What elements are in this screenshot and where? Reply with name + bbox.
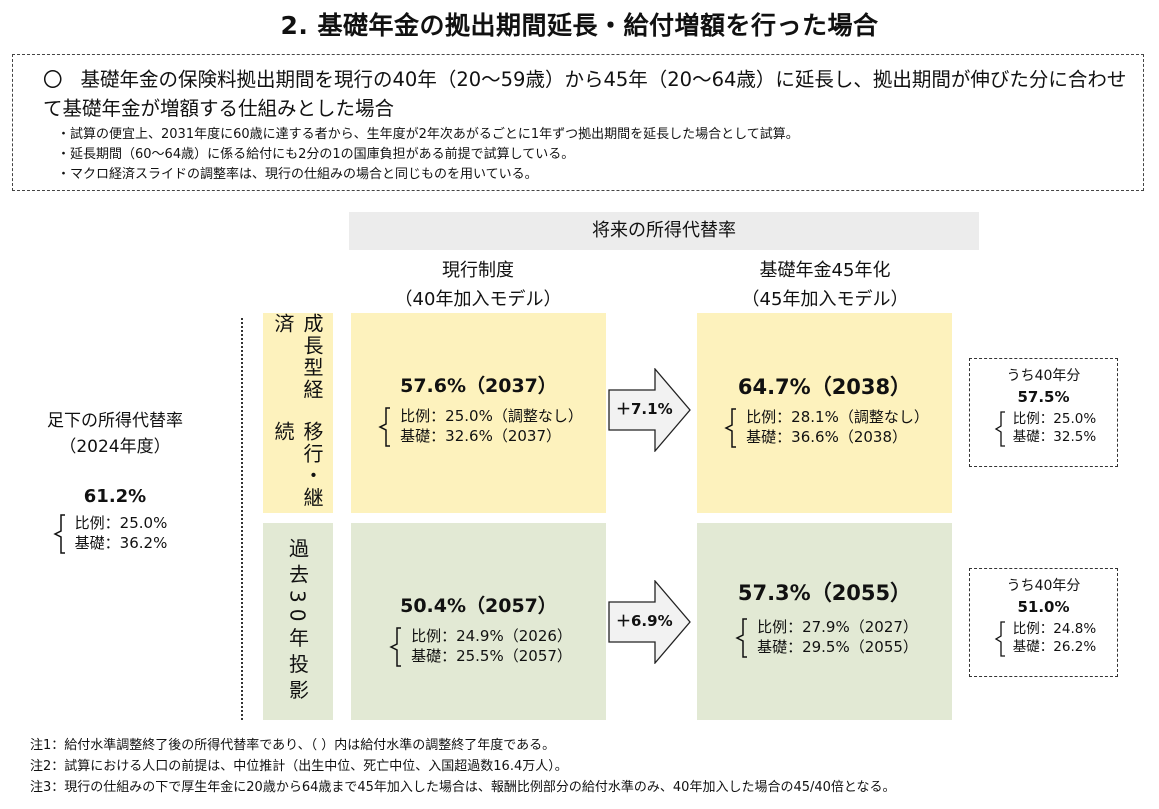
rate-value: 64.7%（2038） xyxy=(737,375,912,399)
note: 注3：現行の仕組みの下で厚生年金に20歳から64歳まで45年加入した場合は、報酬… xyxy=(30,780,896,795)
row2-of-40-years: うち40年分 51.0% 比例：24.8% 基礎：26.2% xyxy=(969,568,1118,677)
note: 注1：給付水準調整終了後の所得代替率であり、（ ）内は給付水準の調整終了年度であ… xyxy=(30,738,556,753)
current-rate: 足下の所得代替率 （2024年度） 61.2% 比例：25.0% 基礎：36.2… xyxy=(0,408,230,554)
of40-label: うち40年分 xyxy=(1006,368,1081,384)
summary-main: 〇基礎年金の保険料拠出期間を現行の40年（20～59歳）から45年（20～64歳… xyxy=(43,65,1133,123)
breakdown: 比例：28.1%（調整なし） 基礎：36.6%（2038） xyxy=(720,407,929,448)
rate-value: 57.3%（2055） xyxy=(737,581,912,605)
rate-value: 57.6%（2037） xyxy=(400,375,557,397)
column-subtitle: （45年加入モデル） xyxy=(741,289,909,310)
notes: 注1：給付水準調整終了後の所得代替率であり、（ ）内は給付水準の調整終了年度であ… xyxy=(30,735,896,798)
summary-box: 〇基礎年金の保険料拠出期間を現行の40年（20～59歳）から45年（20～64歳… xyxy=(12,54,1144,191)
basic-part: 基礎：32.6%（2037） xyxy=(400,427,561,445)
proportional-part: 比例：24.8% xyxy=(1012,621,1097,637)
brace-icon xyxy=(994,621,1005,657)
current-label: 足下の所得代替率 xyxy=(47,411,183,431)
row-label-growth: 成長型経済 移行・継続 xyxy=(263,313,333,513)
of40-label: うち40年分 xyxy=(1006,578,1081,594)
proportional-part: 比例：28.1%（調整なし） xyxy=(746,408,929,426)
basic-part: 基礎：26.2% xyxy=(1012,639,1097,655)
column-header-new: 基礎年金45年化 （45年加入モデル） xyxy=(675,256,975,314)
increase-arrow: ＋6.9% xyxy=(608,579,692,665)
arrow-right-icon xyxy=(608,579,691,665)
brace-icon xyxy=(735,618,748,658)
proportional-part: 比例：27.9%（2027） xyxy=(757,618,918,636)
summary-point: マクロ経済スライドの調整率は、現行の仕組みの場合と同じものを用いている。 xyxy=(57,165,799,185)
of40-value: 57.5% xyxy=(1017,388,1070,406)
breakdown: 比例：24.9%（2026） 基礎：25.5%（2057） xyxy=(385,626,572,667)
increase-arrow: ＋7.1% xyxy=(608,367,692,453)
increase-value: ＋7.1% xyxy=(616,400,673,418)
brace-icon xyxy=(994,411,1005,447)
summary-main-text: 基礎年金の保険料拠出期間を現行の40年（20～59歳）から45年（20～64歳）… xyxy=(43,68,1127,120)
basic-part: 基礎：36.2% xyxy=(74,534,168,552)
basic-part: 基礎：32.5% xyxy=(1012,429,1097,445)
brace-icon xyxy=(52,514,65,554)
brace-icon xyxy=(378,407,391,447)
column-title: 現行制度 xyxy=(442,260,514,281)
row2-new-model: 57.3%（2055） 比例：27.9%（2027） 基礎：29.5%（2055… xyxy=(697,523,952,720)
current-year: （2024年度） xyxy=(59,437,171,457)
row-label-line: 成長型経済 xyxy=(271,313,324,401)
future-replacement-rate-header: 将来の所得代替率 xyxy=(349,212,979,250)
divider xyxy=(241,318,243,720)
proportional-part: 比例：25.0% xyxy=(1012,411,1097,427)
breakdown: 比例：27.9%（2027） 基礎：29.5%（2055） xyxy=(731,617,918,658)
breakdown: 比例：24.8% 基礎：26.2% xyxy=(991,620,1097,657)
proportional-part: 比例：25.0%（調整なし） xyxy=(400,407,583,425)
column-subtitle: （40年加入モデル） xyxy=(394,289,562,310)
breakdown: 比例：25.0%（調整なし） 基礎：32.6%（2037） xyxy=(374,406,583,447)
summary-points: 試算の便宜上、2031年度に60歳に達する者から、生年度が2年次あがるごとに1年… xyxy=(57,125,799,185)
breakdown: 比例：25.0% 基礎：36.2% xyxy=(49,513,168,554)
column-title: 基礎年金45年化 xyxy=(759,260,891,281)
current-value: 61.2% xyxy=(83,486,147,507)
of40-value: 51.0% xyxy=(1017,598,1070,616)
proportional-part: 比例：25.0% xyxy=(74,514,168,532)
proportional-part: 比例：24.9%（2026） xyxy=(411,627,572,645)
row-label-line: 過去30年投影 xyxy=(285,537,310,706)
brace-icon xyxy=(724,408,737,448)
column-header-current: 現行制度 （40年加入モデル） xyxy=(328,256,628,314)
arrow-right-icon xyxy=(608,367,691,453)
basic-part: 基礎：36.6%（2038） xyxy=(746,428,907,446)
note: 注2：試算における人口の前提は、中位推計（出生中位、死亡中位、入国超過数16.4… xyxy=(30,759,568,774)
row2-current-model: 50.4%（2057） 比例：24.9%（2026） 基礎：25.5%（2057… xyxy=(351,523,606,720)
rate-value: 50.4%（2057） xyxy=(400,595,557,617)
breakdown: 比例：25.0% 基礎：32.5% xyxy=(991,410,1097,447)
increase-value: ＋6.9% xyxy=(616,612,673,630)
basic-part: 基礎：25.5%（2057） xyxy=(411,647,572,665)
basic-part: 基礎：29.5%（2055） xyxy=(757,638,918,656)
circle-bullet-icon: 〇 xyxy=(43,68,63,91)
page-title: 2. 基礎年金の拠出期間延長・給付増額を行った場合 xyxy=(280,11,879,40)
summary-point: 延長期間（60～64歳）に係る給付にも2分の1の国庫負担がある前提で試算している… xyxy=(57,145,799,165)
row-label-past-30-years: 過去30年投影 xyxy=(263,523,333,720)
row1-new-model: 64.7%（2038） 比例：28.1%（調整なし） 基礎：36.6%（2038… xyxy=(697,313,952,513)
row1-of-40-years: うち40年分 57.5% 比例：25.0% 基礎：32.5% xyxy=(969,358,1118,467)
summary-point: 試算の便宜上、2031年度に60歳に達する者から、生年度が2年次あがるごとに1年… xyxy=(57,125,799,145)
row-label-line: 移行・継続 xyxy=(271,421,324,509)
brace-icon xyxy=(389,627,402,667)
row1-current-model: 57.6%（2037） 比例：25.0%（調整なし） 基礎：32.6%（2037… xyxy=(351,313,606,513)
